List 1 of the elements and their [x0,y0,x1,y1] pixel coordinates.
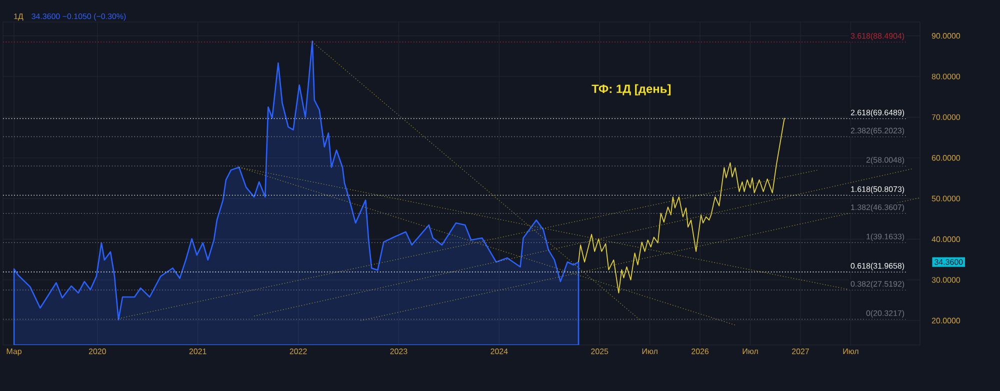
annotation: ТФ: 1Д [день] [592,84,671,96]
